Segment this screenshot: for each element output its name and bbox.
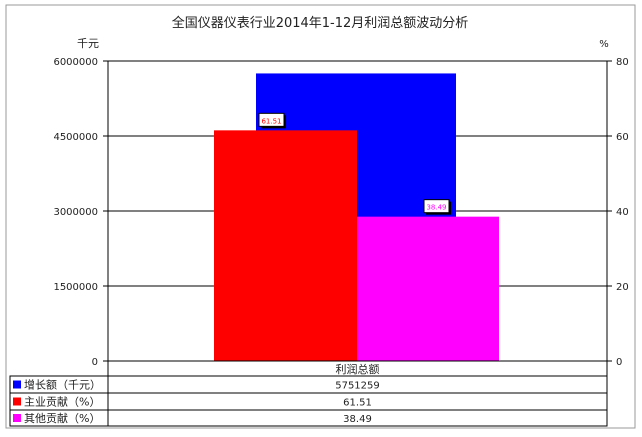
legend-label: 增长额（千元） <box>24 378 101 392</box>
data-table <box>9 375 608 427</box>
data-label: 61.51 <box>261 117 281 125</box>
legend-swatch <box>13 397 21 406</box>
data-label-box <box>258 112 285 127</box>
left-tick-label: 3000000 <box>53 207 98 218</box>
left-tick-label: 1500000 <box>53 282 98 293</box>
right-tick-label: 20 <box>616 282 629 293</box>
right-tick-label: 0 <box>616 357 622 368</box>
bar-2 <box>214 130 357 361</box>
left-tick-label: 6000000 <box>53 57 98 68</box>
right-tick-label: 60 <box>616 132 629 143</box>
left-axis-unit: 千元 <box>77 37 99 50</box>
legend-swatch <box>13 380 21 389</box>
right-tick-label: 40 <box>616 207 629 218</box>
legend-label: 其他贡献（%） <box>24 411 100 425</box>
bar-3 <box>357 216 499 361</box>
data-label-box <box>423 199 450 214</box>
left-tick-label: 0 <box>92 357 98 368</box>
table-value: 61.51 <box>343 398 372 409</box>
table-value: 5751259 <box>335 381 380 392</box>
category-label: 利润总额 <box>336 362 380 376</box>
legend-swatch <box>13 414 21 422</box>
legend-label: 主业贡献（%） <box>24 395 100 409</box>
chart-title: 全国仪器仪表行业2014年1-12月利润总额波动分析 <box>172 15 469 31</box>
table-value: 38.49 <box>343 414 372 425</box>
left-tick-label: 4500000 <box>53 132 98 143</box>
right-tick-label: 80 <box>616 57 629 68</box>
data-label: 38.49 <box>426 204 446 212</box>
right-axis-unit: % <box>599 39 609 50</box>
